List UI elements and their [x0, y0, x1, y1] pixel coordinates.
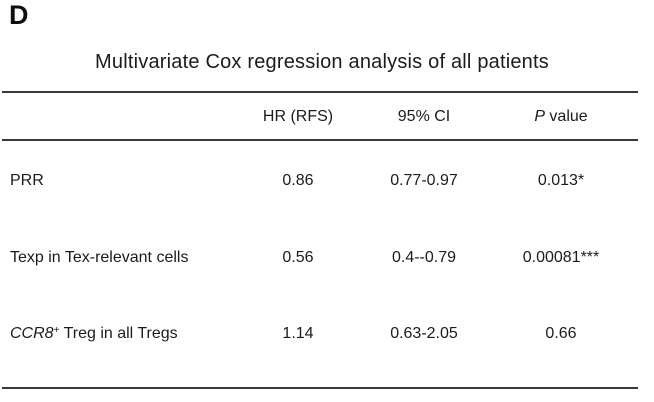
- column-header-p: P value: [494, 107, 628, 127]
- table-header-rule: [2, 139, 638, 141]
- column-header-p-rest: value: [544, 108, 588, 125]
- panel-label: D: [9, 0, 29, 30]
- row-label: Texp in Tex-relevant cells: [10, 249, 189, 266]
- table-row: Texp in Tex-relevant cells 0.56 0.4--0.7…: [0, 248, 654, 268]
- hr-value: 0.56: [282, 249, 314, 266]
- p-value: 0.013*: [537, 172, 585, 189]
- table-row: CCR8+ Treg in all Tregs 1.14 0.63-2.05 0…: [0, 324, 654, 344]
- column-header-hr: HR (RFS): [262, 108, 334, 125]
- p-value: 0.66: [545, 325, 577, 342]
- column-header-p-italic: P: [534, 108, 545, 125]
- row-label-gene-italic: CCR8: [10, 325, 54, 342]
- table-title: Multivariate Cox regression analysis of …: [95, 51, 549, 73]
- ci-value: 0.77-0.97: [390, 172, 458, 189]
- ci-value: 0.4--0.79: [391, 249, 457, 266]
- table-bottom-rule: [2, 387, 638, 389]
- p-value: 0.00081***: [522, 249, 600, 266]
- ci-value: 0.63-2.05: [390, 325, 458, 342]
- table-top-rule: [2, 91, 638, 93]
- hr-value: 0.86: [282, 172, 314, 189]
- row-label: CCR8+ Treg in all Tregs: [10, 324, 178, 344]
- table-row: PRR 0.86 0.77-0.97 0.013*: [0, 171, 654, 191]
- hr-value: 1.14: [282, 325, 314, 342]
- row-label: PRR: [10, 172, 44, 189]
- column-header-ci: 95% CI: [397, 108, 451, 125]
- row-label-superscript: +: [53, 325, 60, 336]
- table-header-row: HR (RFS) 95% CI P value: [0, 107, 654, 127]
- row-label-rest: Treg in all Tregs: [59, 325, 178, 342]
